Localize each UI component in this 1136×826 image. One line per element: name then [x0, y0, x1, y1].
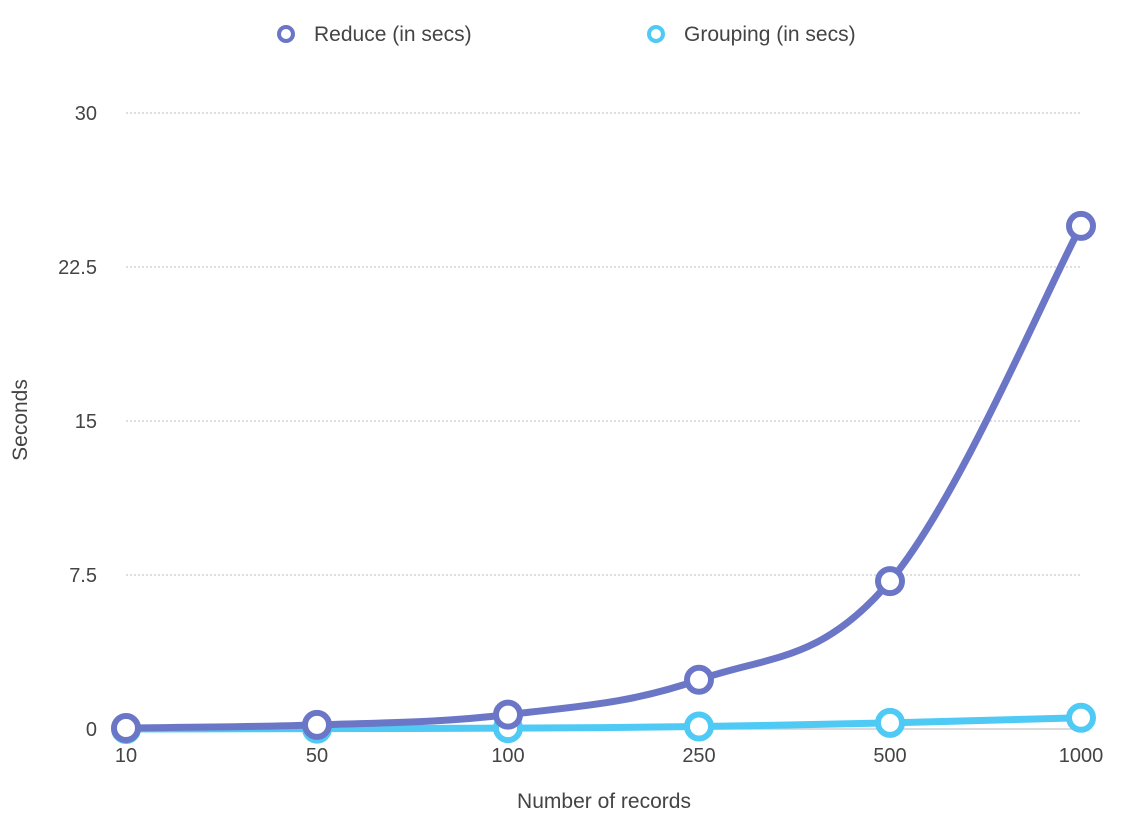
series-lines: [111, 210, 1096, 744]
x-tick-label: 250: [682, 745, 715, 767]
data-point[interactable]: [875, 566, 905, 597]
data-point[interactable]: [302, 709, 332, 740]
x-tick-label: 1000: [1059, 745, 1104, 767]
x-axis-title: Number of records: [517, 790, 691, 813]
y-tick-label: 15: [75, 411, 97, 433]
data-point[interactable]: [1066, 210, 1096, 241]
x-tick-label: 100: [491, 745, 524, 767]
legend-marker-icon: [277, 25, 295, 43]
data-point[interactable]: [684, 664, 714, 695]
gridlines: [126, 112, 1081, 730]
legend-item[interactable]: Reduce (in secs): [277, 23, 472, 46]
legend-label: Reduce (in secs): [314, 23, 472, 46]
data-point[interactable]: [1066, 702, 1096, 733]
y-axis-title: Seconds: [9, 379, 32, 461]
series-line: [122, 222, 1085, 732]
series-reduce: [111, 210, 1096, 743]
data-point[interactable]: [111, 712, 141, 743]
data-point[interactable]: [493, 699, 523, 730]
y-tick-label: 30: [75, 103, 97, 125]
y-axis-ticks: 0 7.5 15 22.5 30: [58, 103, 97, 741]
x-axis-ticks: 10 50 100 250 500 1000: [115, 745, 1103, 767]
legend[interactable]: Reduce (in secs) Grouping (in secs): [277, 23, 856, 46]
y-tick-label: 7.5: [69, 565, 97, 587]
legend-label: Grouping (in secs): [684, 23, 856, 46]
x-tick-label: 500: [873, 745, 906, 767]
x-tick-label: 10: [115, 745, 137, 767]
legend-item[interactable]: Grouping (in secs): [647, 23, 856, 46]
legend-marker-icon: [647, 25, 665, 43]
data-point[interactable]: [684, 711, 714, 742]
data-point[interactable]: [875, 707, 905, 738]
y-tick-label: 0: [86, 719, 97, 741]
y-tick-label: 22.5: [58, 257, 97, 279]
x-tick-label: 50: [306, 745, 328, 767]
